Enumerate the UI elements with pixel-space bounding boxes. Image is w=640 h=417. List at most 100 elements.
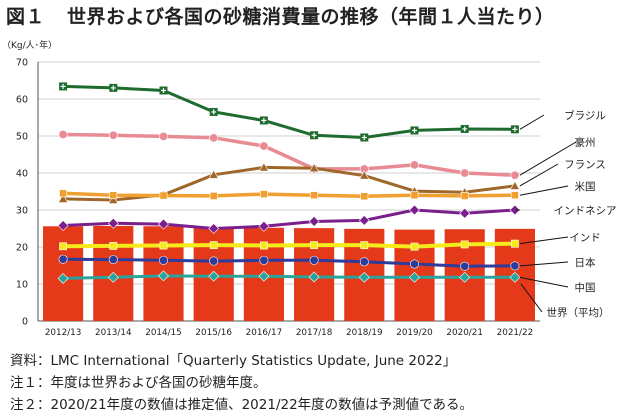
series-usa bbox=[59, 189, 519, 201]
point-india-5 bbox=[310, 241, 318, 250]
point-france-0 bbox=[57, 193, 69, 203]
x-tick-label-0: 2012/13 bbox=[45, 328, 82, 338]
note-2: 注２：2020/21年度の数値は推定値、2021/22年度の数値は予測値である。 bbox=[10, 397, 474, 413]
point-china-5 bbox=[308, 271, 320, 283]
point-japan-1 bbox=[108, 255, 118, 265]
point-india-0 bbox=[59, 242, 67, 251]
point-usa-4 bbox=[259, 190, 268, 198]
point-australia-0 bbox=[58, 130, 68, 140]
notes: 資料：LMC International「Quarterly Statistic… bbox=[10, 350, 473, 416]
point-indonesia-4 bbox=[258, 220, 270, 232]
point-japan-5 bbox=[309, 255, 319, 265]
point-usa-6 bbox=[360, 192, 369, 201]
world-bars bbox=[43, 225, 535, 321]
point-india-3 bbox=[209, 241, 218, 250]
series-australia bbox=[58, 130, 520, 180]
point-france-6 bbox=[359, 170, 370, 180]
point-usa-0 bbox=[59, 189, 67, 198]
point-india-9 bbox=[510, 239, 519, 248]
point-india-7 bbox=[410, 242, 419, 251]
point-china-9 bbox=[509, 271, 521, 283]
point-japan-8 bbox=[460, 261, 470, 271]
y-tick-label-70: 70 bbox=[16, 58, 28, 69]
point-australia-7 bbox=[409, 160, 419, 170]
legend-label-china: 中国 bbox=[575, 281, 596, 294]
point-france-9 bbox=[509, 180, 521, 190]
point-china-2 bbox=[158, 270, 169, 282]
point-indonesia-6 bbox=[358, 214, 370, 226]
point-usa-8 bbox=[460, 192, 469, 200]
y-tick-label-40: 40 bbox=[16, 169, 28, 180]
point-china-4 bbox=[258, 270, 270, 282]
legend-leader-india bbox=[519, 236, 569, 245]
series-line-usa bbox=[63, 191, 515, 199]
source-note: 資料：LMC International「Quarterly Statistic… bbox=[10, 353, 457, 369]
x-tick-labels: 2012/13 2013/14 2014/15 2015/16 2016/17 2017/… bbox=[45, 328, 533, 338]
point-india-8 bbox=[460, 240, 469, 249]
point-france-5 bbox=[308, 162, 320, 173]
point-india-6 bbox=[360, 241, 369, 250]
x-tick-label-3: 2015/16 bbox=[195, 328, 232, 338]
series-china bbox=[57, 270, 521, 284]
point-india-2 bbox=[159, 241, 168, 250]
legend-leader-usa bbox=[519, 185, 569, 196]
x-tick-label-9: 2021/22 bbox=[497, 328, 534, 338]
legend-label-brazil: ブラジル bbox=[564, 109, 606, 122]
point-japan-4 bbox=[259, 255, 269, 265]
point-india-1 bbox=[109, 241, 118, 250]
legend-label-japan: 日本 bbox=[575, 256, 596, 269]
series-brazil bbox=[59, 82, 519, 142]
point-china-6 bbox=[358, 271, 370, 283]
legend-label-india: インド bbox=[569, 232, 601, 244]
point-indonesia-2 bbox=[158, 218, 169, 230]
series-line-china bbox=[63, 274, 515, 280]
point-china-0 bbox=[57, 273, 69, 284]
point-australia-3 bbox=[209, 133, 219, 143]
x-tick-label-6: 2018/19 bbox=[346, 328, 383, 338]
point-australia-2 bbox=[159, 131, 169, 141]
x-tick-label-8: 2020/21 bbox=[446, 328, 483, 338]
y-unit-label: （Kg/人･年） bbox=[2, 39, 57, 51]
point-australia-1 bbox=[108, 130, 118, 140]
point-china-3 bbox=[208, 270, 220, 282]
series-line-france bbox=[63, 165, 516, 202]
legend-leader-australia bbox=[519, 141, 577, 176]
point-japan-3 bbox=[209, 256, 219, 266]
series-line-brazil bbox=[63, 84, 515, 139]
series-india bbox=[59, 239, 519, 251]
legend-leader-france bbox=[519, 163, 559, 187]
figure-title-text: 世界および各国の砂糖消費量の推移（年間１人当たり） bbox=[67, 6, 555, 28]
y-tick-label-10: 10 bbox=[16, 280, 28, 291]
point-indonesia-5 bbox=[308, 216, 320, 227]
point-japan-7 bbox=[409, 259, 419, 269]
legend-label-indonesia: インドネシア bbox=[554, 205, 617, 217]
point-indonesia-7 bbox=[409, 204, 420, 216]
point-france-4 bbox=[258, 162, 270, 172]
point-japan-2 bbox=[159, 255, 169, 265]
point-usa-1 bbox=[109, 191, 118, 200]
point-indonesia-1 bbox=[107, 217, 119, 229]
series-line-indonesia bbox=[63, 208, 515, 230]
point-indonesia-3 bbox=[208, 223, 220, 234]
point-usa-9 bbox=[510, 191, 519, 200]
x-tick-label-2: 2014/15 bbox=[145, 328, 182, 338]
series-line-india bbox=[63, 241, 515, 249]
x-tick-label-1: 2013/14 bbox=[95, 328, 132, 338]
point-indonesia-9 bbox=[509, 204, 521, 216]
x-tick-label-4: 2016/17 bbox=[246, 328, 283, 338]
series-line-japan bbox=[63, 257, 515, 268]
legend-label-australia: 豪州 bbox=[575, 136, 596, 149]
legend-leader-world bbox=[520, 283, 543, 313]
legend-leader-brazil bbox=[519, 114, 545, 130]
y-tick-label-20: 20 bbox=[16, 243, 28, 254]
point-france-1 bbox=[108, 194, 119, 204]
legend-label-world: 世界（平均） bbox=[547, 307, 610, 319]
point-australia-8 bbox=[460, 168, 470, 178]
legend-leader-china bbox=[519, 276, 569, 288]
point-japan-9 bbox=[510, 261, 520, 271]
y-tick-label-30: 30 bbox=[16, 206, 28, 217]
x-tick-label-5: 2017/18 bbox=[296, 328, 333, 338]
point-japan-0 bbox=[58, 254, 68, 264]
